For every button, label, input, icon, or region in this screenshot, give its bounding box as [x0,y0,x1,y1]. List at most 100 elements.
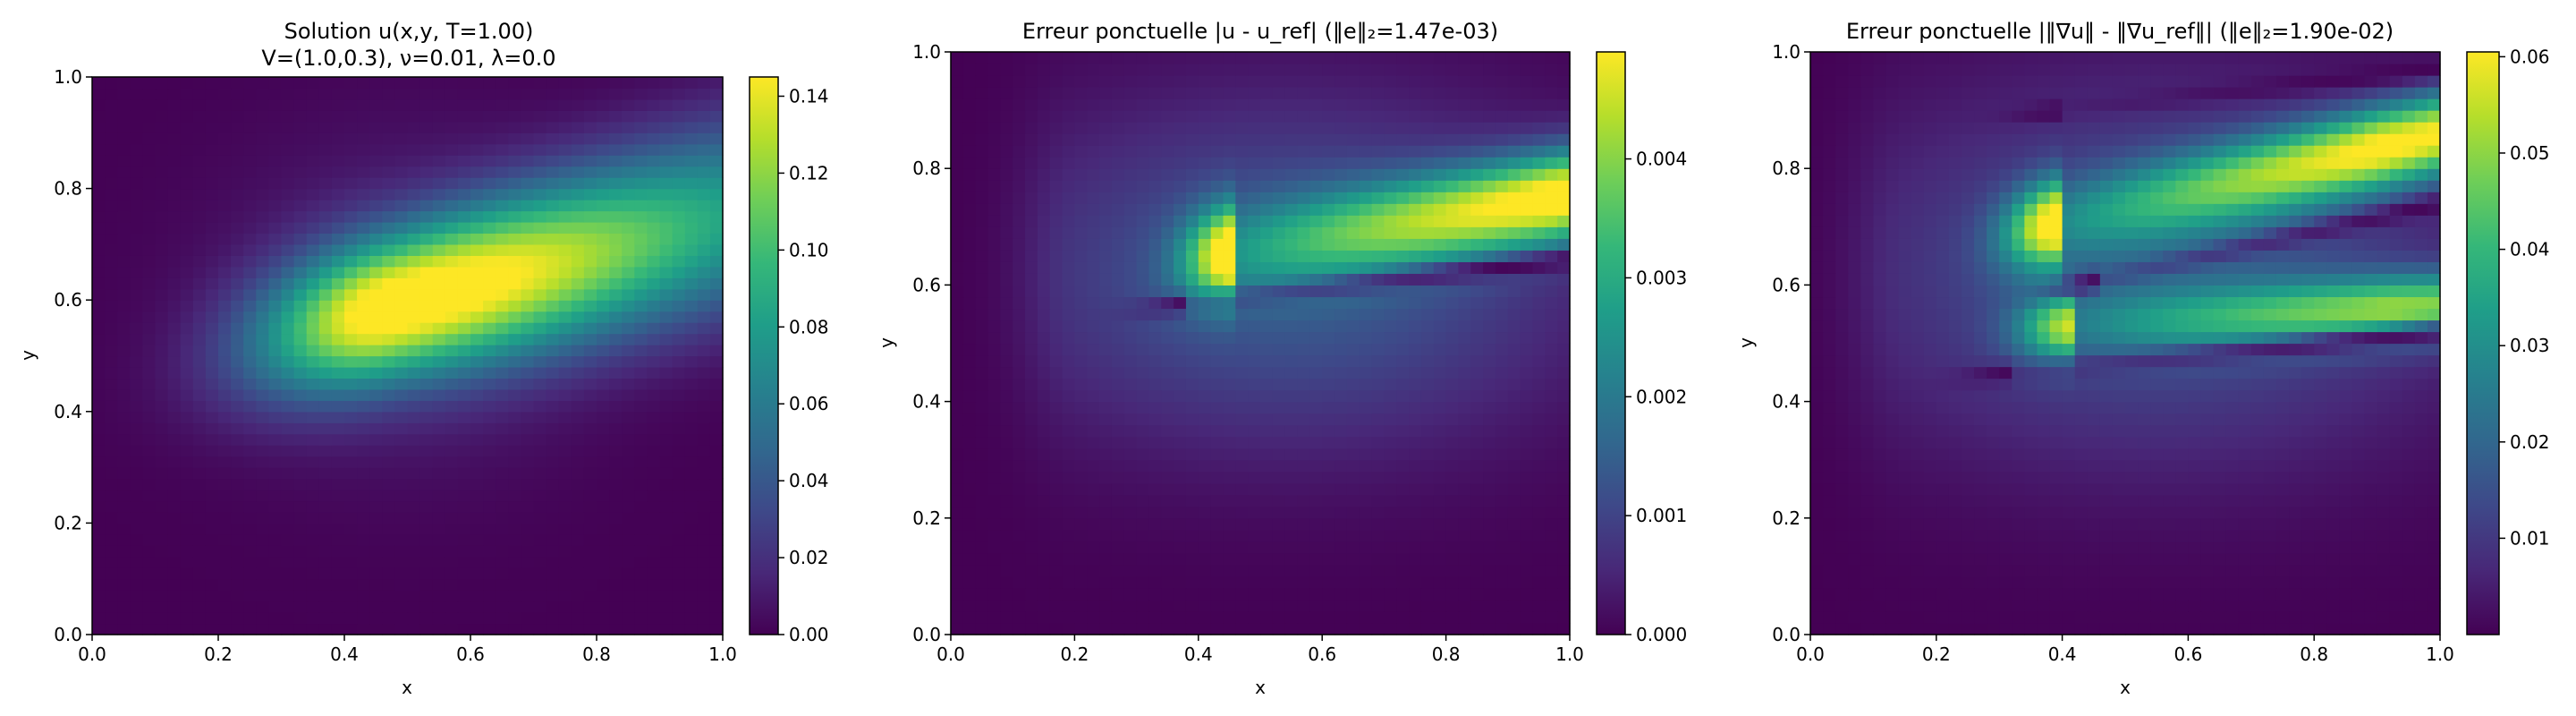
heatmap-cell [1248,599,1261,612]
heatmap-cell [609,490,623,502]
heatmap-cell [1297,64,1310,76]
heatmap-cell [1272,226,1286,239]
heatmap-cell [1111,587,1125,601]
heatmap-cell [1210,238,1224,251]
heatmap-cell [1025,261,1038,274]
heatmap-cell [331,311,345,323]
heatmap-cell [709,88,724,100]
heatmap-cell [962,343,977,356]
heatmap-cell [1013,122,1026,134]
heatmap-cell [1223,261,1236,274]
heatmap-cell [1532,203,1546,216]
panel-1-colorbar [750,77,778,635]
heatmap-cell [318,233,333,245]
heatmap-cell [369,177,383,190]
heatmap-cell [1371,413,1385,426]
heatmap-cell [546,333,560,345]
heatmap-cell [419,378,434,390]
heatmap-cell [1037,285,1051,298]
heatmap-cell [1123,320,1138,333]
heatmap-cell [583,233,597,245]
heatmap-cell [192,143,207,156]
heatmap-cell [344,288,358,301]
heatmap-cell [1297,575,1310,589]
heatmap-cell [951,203,964,216]
heatmap-cell [142,623,157,635]
heatmap-cell [357,533,370,546]
heatmap-cell [609,322,623,335]
heatmap-cell [369,378,383,390]
heatmap-cell [281,556,295,568]
heatmap-cell [1087,238,1100,251]
heatmap-cell [1507,610,1521,624]
heatmap-cell [1136,587,1150,601]
heatmap-cell [1483,215,1496,227]
heatmap-cell [1025,575,1038,589]
heatmap-cell [1396,575,1410,589]
heatmap-cell [1185,599,1199,612]
heatmap-cell [445,378,459,390]
heatmap-cell [1409,75,1422,88]
heatmap-cell [1272,529,1286,542]
heatmap-cell [1346,552,1360,566]
heatmap-cell [1384,133,1397,146]
heatmap-cell [117,210,131,223]
heatmap-cell [1371,552,1385,566]
heatmap-cell [951,343,964,356]
heatmap-cell [1371,448,1385,461]
heatmap-cell [218,456,232,468]
heatmap-cell [709,601,724,613]
heatmap-cell [634,221,648,234]
heatmap-cell [130,110,143,123]
heatmap-cell [1359,564,1373,577]
heatmap-cell [445,545,459,558]
heatmap-cell [1000,459,1013,473]
heatmap-cell [647,545,661,558]
heatmap-cell [1297,157,1310,169]
heatmap-cell [445,567,459,580]
heatmap-cell [1470,133,1484,146]
heatmap-cell [1371,98,1385,111]
heatmap-cell [293,311,308,323]
heatmap-cell [142,533,157,546]
heatmap-cell [1210,389,1224,403]
heatmap-cell [697,378,711,390]
heatmap-cell [1445,250,1460,262]
heatmap-cell [496,490,509,502]
heatmap-cell [1148,389,1162,403]
heatmap-cell [344,233,358,245]
heatmap-cell [318,601,333,613]
heatmap-cell [1013,331,1026,345]
heatmap-cell [672,623,686,635]
heatmap-cell [1545,506,1558,519]
heatmap-cell [975,203,989,216]
heatmap-cell [1174,529,1187,542]
heatmap-cell [1507,587,1521,601]
heatmap-cell [1557,110,1571,123]
heatmap-cell [1458,506,1471,519]
heatmap-cell [1248,168,1261,181]
heatmap-cell [357,210,370,223]
heatmap-cell [231,578,244,591]
heatmap-cell [1545,424,1558,438]
heatmap-cell [281,200,295,212]
heatmap-cell [709,333,724,345]
heatmap-cell [1174,226,1187,239]
heatmap-cell [1272,622,1286,635]
heatmap-cell [1495,564,1509,577]
heatmap-cell [344,311,358,323]
heatmap-cell [470,511,484,524]
heatmap-cell [1297,250,1310,262]
heatmap-cell [243,378,257,390]
heatmap-cell [1272,354,1286,368]
heatmap-cell [1161,610,1174,624]
heatmap-cell [1074,424,1088,438]
heatmap-cell [331,400,345,413]
heatmap-cell [609,311,623,323]
heatmap-cell [609,523,623,535]
heatmap-cell [496,300,509,312]
heatmap-cell [1520,471,1534,484]
heatmap-cell [1445,517,1460,531]
heatmap-cell [697,266,711,278]
heatmap-cell [571,355,585,368]
